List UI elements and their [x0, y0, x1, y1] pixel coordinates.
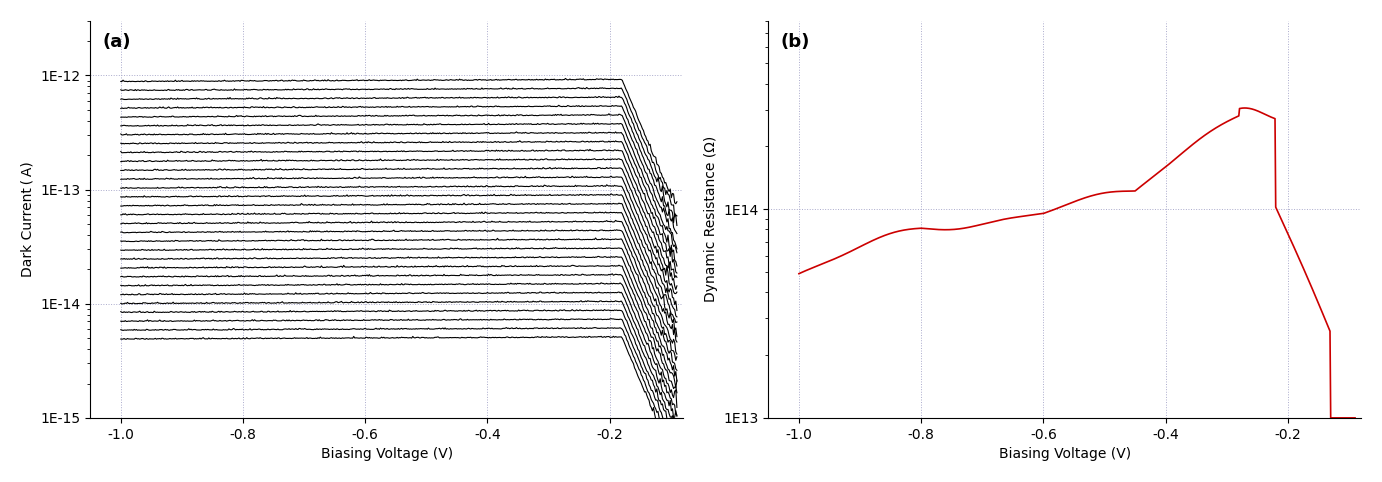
X-axis label: Biasing Voltage (V): Biasing Voltage (V): [999, 447, 1130, 461]
Text: (a): (a): [102, 33, 130, 51]
Y-axis label: Dynamic Resistance (Ω): Dynamic Resistance (Ω): [703, 136, 717, 303]
Text: (b): (b): [781, 33, 810, 51]
Y-axis label: Dark Current ( A): Dark Current ( A): [21, 161, 35, 277]
X-axis label: Biasing Voltage (V): Biasing Voltage (V): [321, 447, 453, 461]
